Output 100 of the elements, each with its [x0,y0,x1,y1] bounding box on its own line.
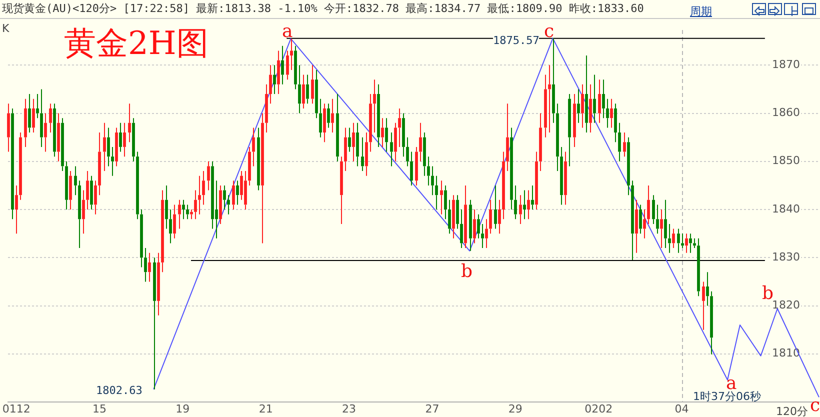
candlestick [577,88,580,124]
candlestick [165,184,168,230]
candlestick [706,272,709,306]
candlestick [11,108,14,220]
candlestick [506,103,509,172]
candlestick [115,127,118,167]
candlestick [681,233,684,249]
x-tick-label: 19 [176,402,190,416]
candlestick [344,127,347,172]
candlestick [286,50,289,80]
candlestick [523,190,526,220]
candlestick [28,94,31,134]
candlestick [178,199,181,230]
y-tick-label: 1870 [772,58,800,71]
x-tick-label: 21 [258,402,273,416]
candlestick [111,146,114,176]
candlestick [323,103,326,143]
candlestick [647,184,650,224]
candlestick [223,184,226,210]
candlestick [36,94,39,119]
candlestick [61,118,64,172]
candlestick [415,146,418,186]
candlestick [643,209,646,239]
candlestick [693,238,696,249]
candlestick [15,184,18,234]
x-tick-label: 0112 [2,402,30,416]
candlestick [136,151,139,220]
candlestick [548,64,551,134]
candlestick [281,45,284,85]
candlestick [464,184,467,249]
candlestick [144,248,147,282]
candlestick [485,218,488,249]
candlestick [610,98,613,128]
candlestick [232,180,235,210]
candlestick [261,112,264,244]
candlestick [74,166,77,196]
candlestick [627,136,630,196]
candlestick [257,127,260,191]
candlestick [502,151,505,220]
candlestick [652,194,655,224]
candlestick [664,199,667,249]
candlestick [331,98,334,134]
candlestick [552,38,555,124]
candlestick [531,184,534,210]
annotation: c [544,21,554,42]
candlestick [157,252,160,316]
candlestick [65,160,68,210]
candlestick [78,180,81,249]
candlestick [86,170,89,210]
candlestick [319,98,322,138]
candlestick [128,103,131,143]
candlestick [148,252,151,282]
candlestick [685,233,688,254]
x-tick-label: 23 [342,402,356,416]
candlestick [406,136,409,167]
candlestick [348,127,351,152]
candlestick [236,180,239,206]
candlestick [514,184,517,220]
candlestick [519,194,522,224]
y-tick-label: 1860 [772,106,800,120]
candlestick [589,84,592,134]
annotation: 1802.63 [96,384,142,397]
candlestick [460,209,463,249]
annotation: K [2,22,10,35]
candlestick [244,170,247,210]
candlestick [410,151,413,186]
candlestick [456,194,459,230]
candlestick [227,194,230,215]
candlestick [435,175,438,210]
candlestick [702,281,705,330]
candlestick [672,228,675,249]
candlestick [602,79,605,119]
text: 周期 [690,4,712,19]
candlestick [697,238,700,297]
candlestick [494,184,497,230]
candlestick [153,257,156,390]
candlestick [306,74,309,104]
candlestick [398,108,401,148]
candlestick [356,122,359,167]
x-tick-label: 29 [508,402,522,416]
candlestick [560,146,563,206]
chart-title: 黄金2H图 [64,23,208,64]
candlestick [527,190,530,220]
candlestick [568,94,571,167]
candlestick [311,64,314,104]
candlestick [361,136,364,172]
candlestick [365,132,368,176]
candlestick [190,209,193,220]
candlestick [40,88,43,148]
candlestick [473,209,476,244]
candlestick [481,223,484,249]
candlestick [373,79,376,134]
candlestick [444,184,447,220]
x-tick-label: 04 [674,402,689,416]
candlestick [631,180,634,261]
candlestick [710,290,713,355]
candlestick [539,112,542,172]
candlestick [302,74,305,109]
candlestick [98,132,101,196]
candlestick [290,38,293,70]
